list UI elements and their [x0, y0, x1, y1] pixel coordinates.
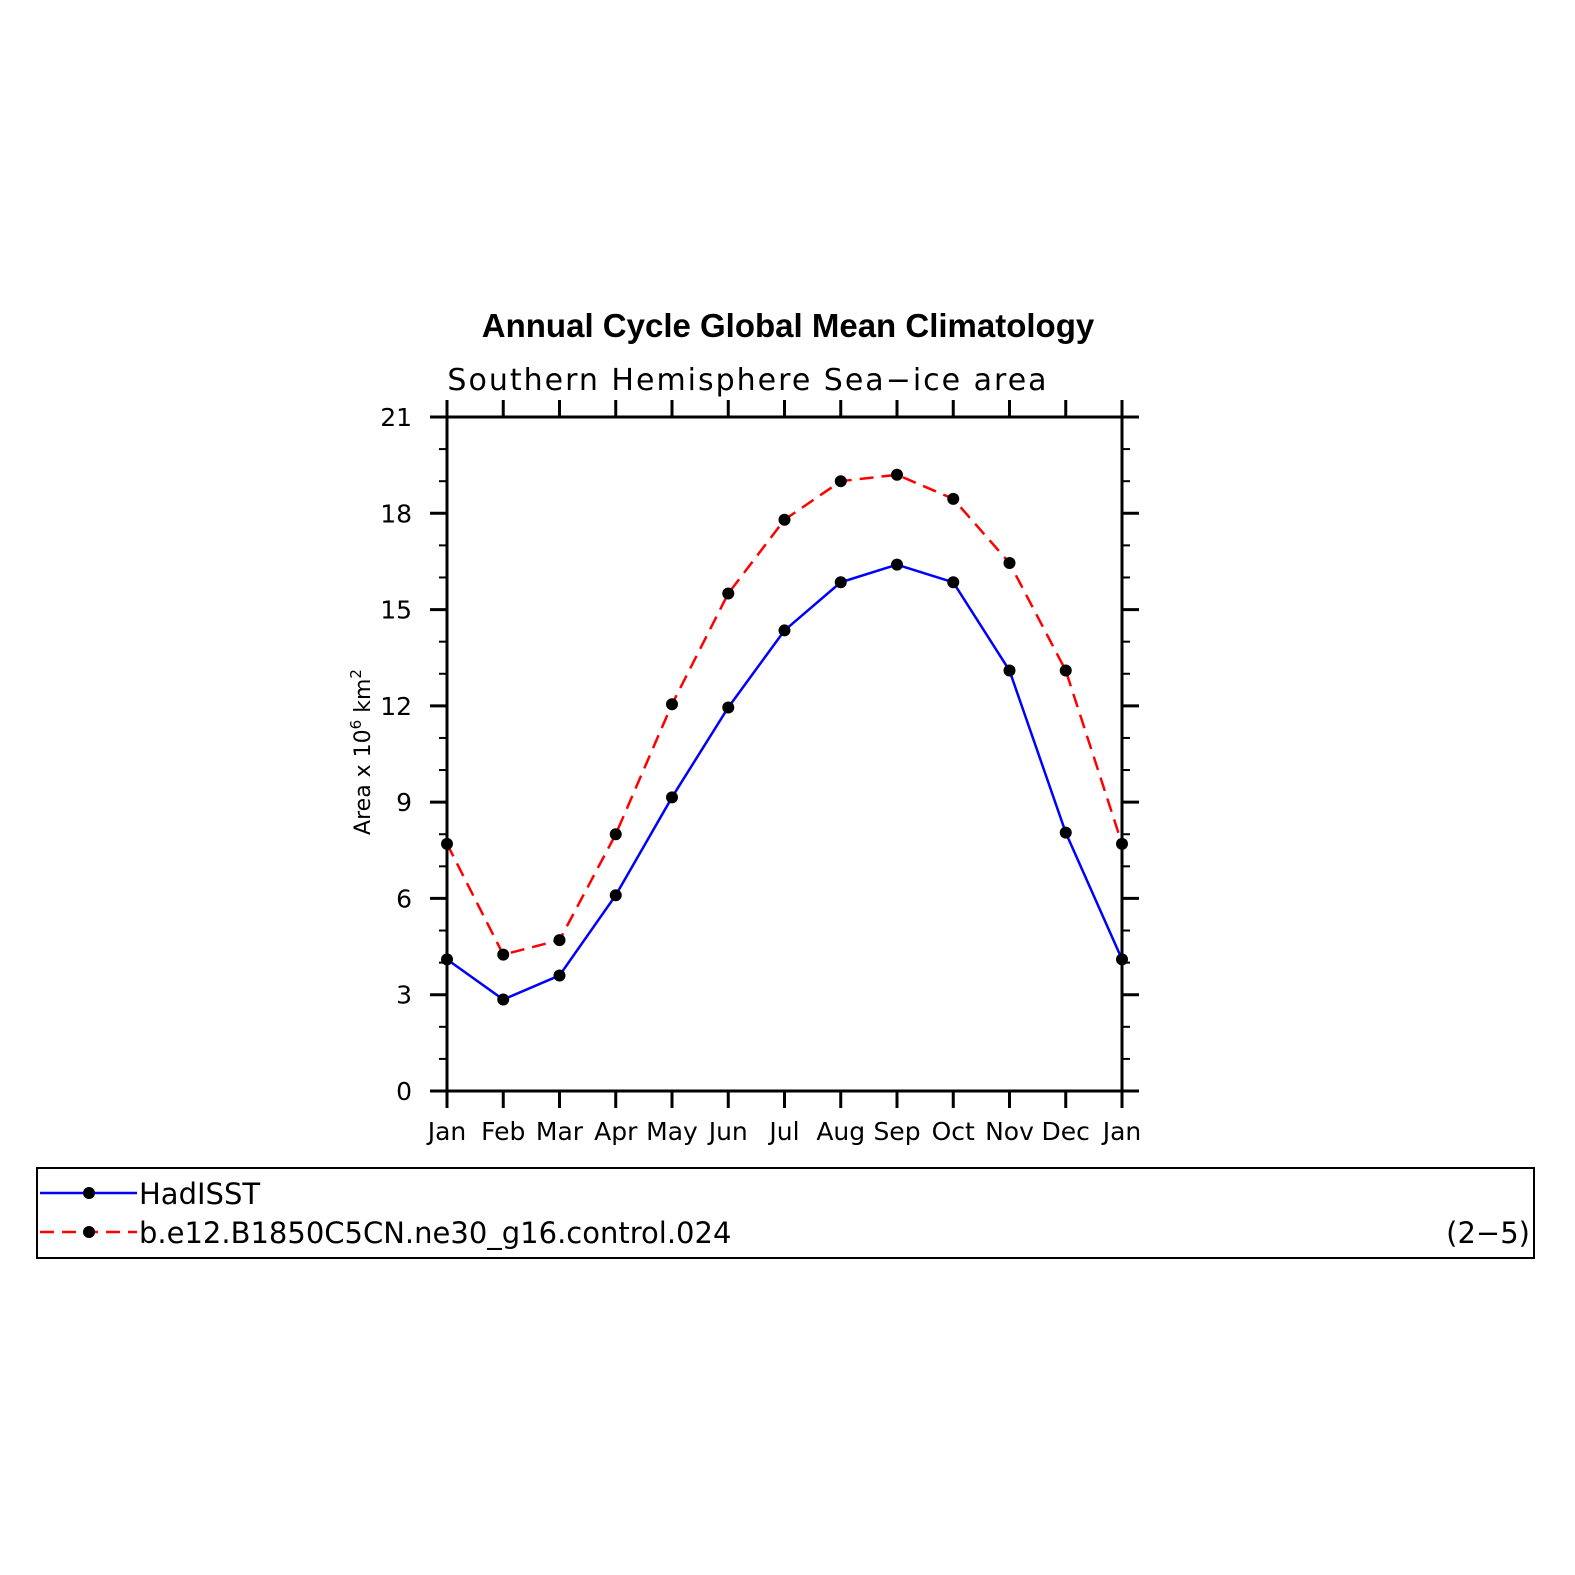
data-point: [722, 587, 735, 600]
data-point: [666, 698, 678, 711]
data-point: [891, 468, 903, 481]
y-axis-label-exp1: 6: [347, 720, 365, 730]
x-tick-label: Oct: [932, 1117, 975, 1146]
data-point: [1003, 557, 1016, 570]
data-point: [947, 492, 960, 505]
x-tick-label: May: [646, 1117, 698, 1146]
y-tick-label: 9: [396, 788, 412, 817]
data-point: [778, 513, 791, 526]
data-point: [497, 948, 510, 961]
y-axis-label: Area x 106 km2: [347, 669, 376, 835]
y-tick-label: 6: [396, 884, 412, 913]
y-tick-label: 18: [380, 499, 412, 528]
data-point: [609, 828, 622, 841]
y-axis-label-text: Area x 10: [351, 729, 376, 835]
legend-label: b.e12.B1850C5CN.ne30_g16.control.024: [139, 1216, 731, 1250]
x-tick-label: Jul: [767, 1117, 799, 1146]
data-point: [722, 701, 735, 714]
chart-subtitle: Southern Hemisphere Sea−ice area: [447, 363, 1048, 398]
data-point: [553, 934, 566, 947]
data-point: [1003, 664, 1016, 677]
y-tick-label: 3: [396, 981, 412, 1010]
x-tick-label: Jan: [1101, 1117, 1142, 1146]
data-point: [553, 969, 566, 982]
x-tick-label: Sep: [873, 1117, 920, 1146]
legend-box: [36, 1167, 1535, 1259]
data-point: [834, 475, 847, 488]
data-point: [1059, 664, 1072, 677]
y-tick-label: 12: [380, 692, 412, 721]
series-lines: [445, 473, 1124, 1001]
y-tick-label: 15: [380, 596, 412, 625]
legend-marker: [83, 1187, 95, 1199]
x-axis-tick-labels: Jan Feb Mar Apr May Jun Jul Aug Sep Oct Nov Dec Jan: [426, 1117, 1142, 1146]
y-axis-label-exp2: 2: [347, 669, 365, 679]
data-point: [778, 624, 791, 637]
data-point: [947, 576, 960, 589]
data-point: [497, 993, 510, 1006]
data-point: [891, 558, 903, 571]
x-tick-label: Nov: [985, 1117, 1034, 1146]
data-point: [609, 889, 622, 902]
data-point: [666, 791, 678, 804]
x-tick-label: Apr: [594, 1117, 638, 1146]
x-tick-label: Jun: [707, 1117, 748, 1146]
plot-frame: [445, 415, 1124, 1093]
y-axis-tick-labels: 0 3 6 9 12 15 18 21: [380, 403, 412, 1106]
x-tick-label: Dec: [1042, 1117, 1090, 1146]
y-axis-label-unit: km: [351, 679, 376, 720]
legend-note: (2−5): [1446, 1216, 1530, 1250]
legend-items: HadISST b.e12.B1850C5CN.ne30_g16.control.…: [40, 1177, 731, 1250]
series-line-1: [445, 473, 1124, 957]
x-tick-label: Jan: [426, 1117, 467, 1146]
legend-marker: [83, 1226, 95, 1238]
y-tick-label: 0: [396, 1077, 412, 1106]
y-tick-label: 21: [380, 403, 412, 432]
x-tick-label: Feb: [481, 1117, 525, 1146]
x-tick-label: Aug: [816, 1117, 865, 1146]
legend-label: HadISST: [139, 1177, 260, 1211]
data-point: [834, 576, 847, 589]
data-point: [1059, 826, 1072, 839]
series-points: [441, 468, 1128, 1006]
axis-ticks: [430, 400, 1139, 1108]
x-tick-label: Mar: [536, 1117, 584, 1146]
legend: HadISST b.e12.B1850C5CN.ne30_g16.control.…: [36, 1167, 1535, 1259]
chart-title: Annual Cycle Global Mean Climatology: [482, 307, 1095, 344]
